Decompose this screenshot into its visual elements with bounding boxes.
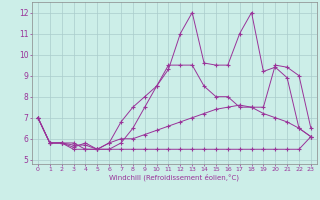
X-axis label: Windchill (Refroidissement éolien,°C): Windchill (Refroidissement éolien,°C) <box>109 174 239 181</box>
